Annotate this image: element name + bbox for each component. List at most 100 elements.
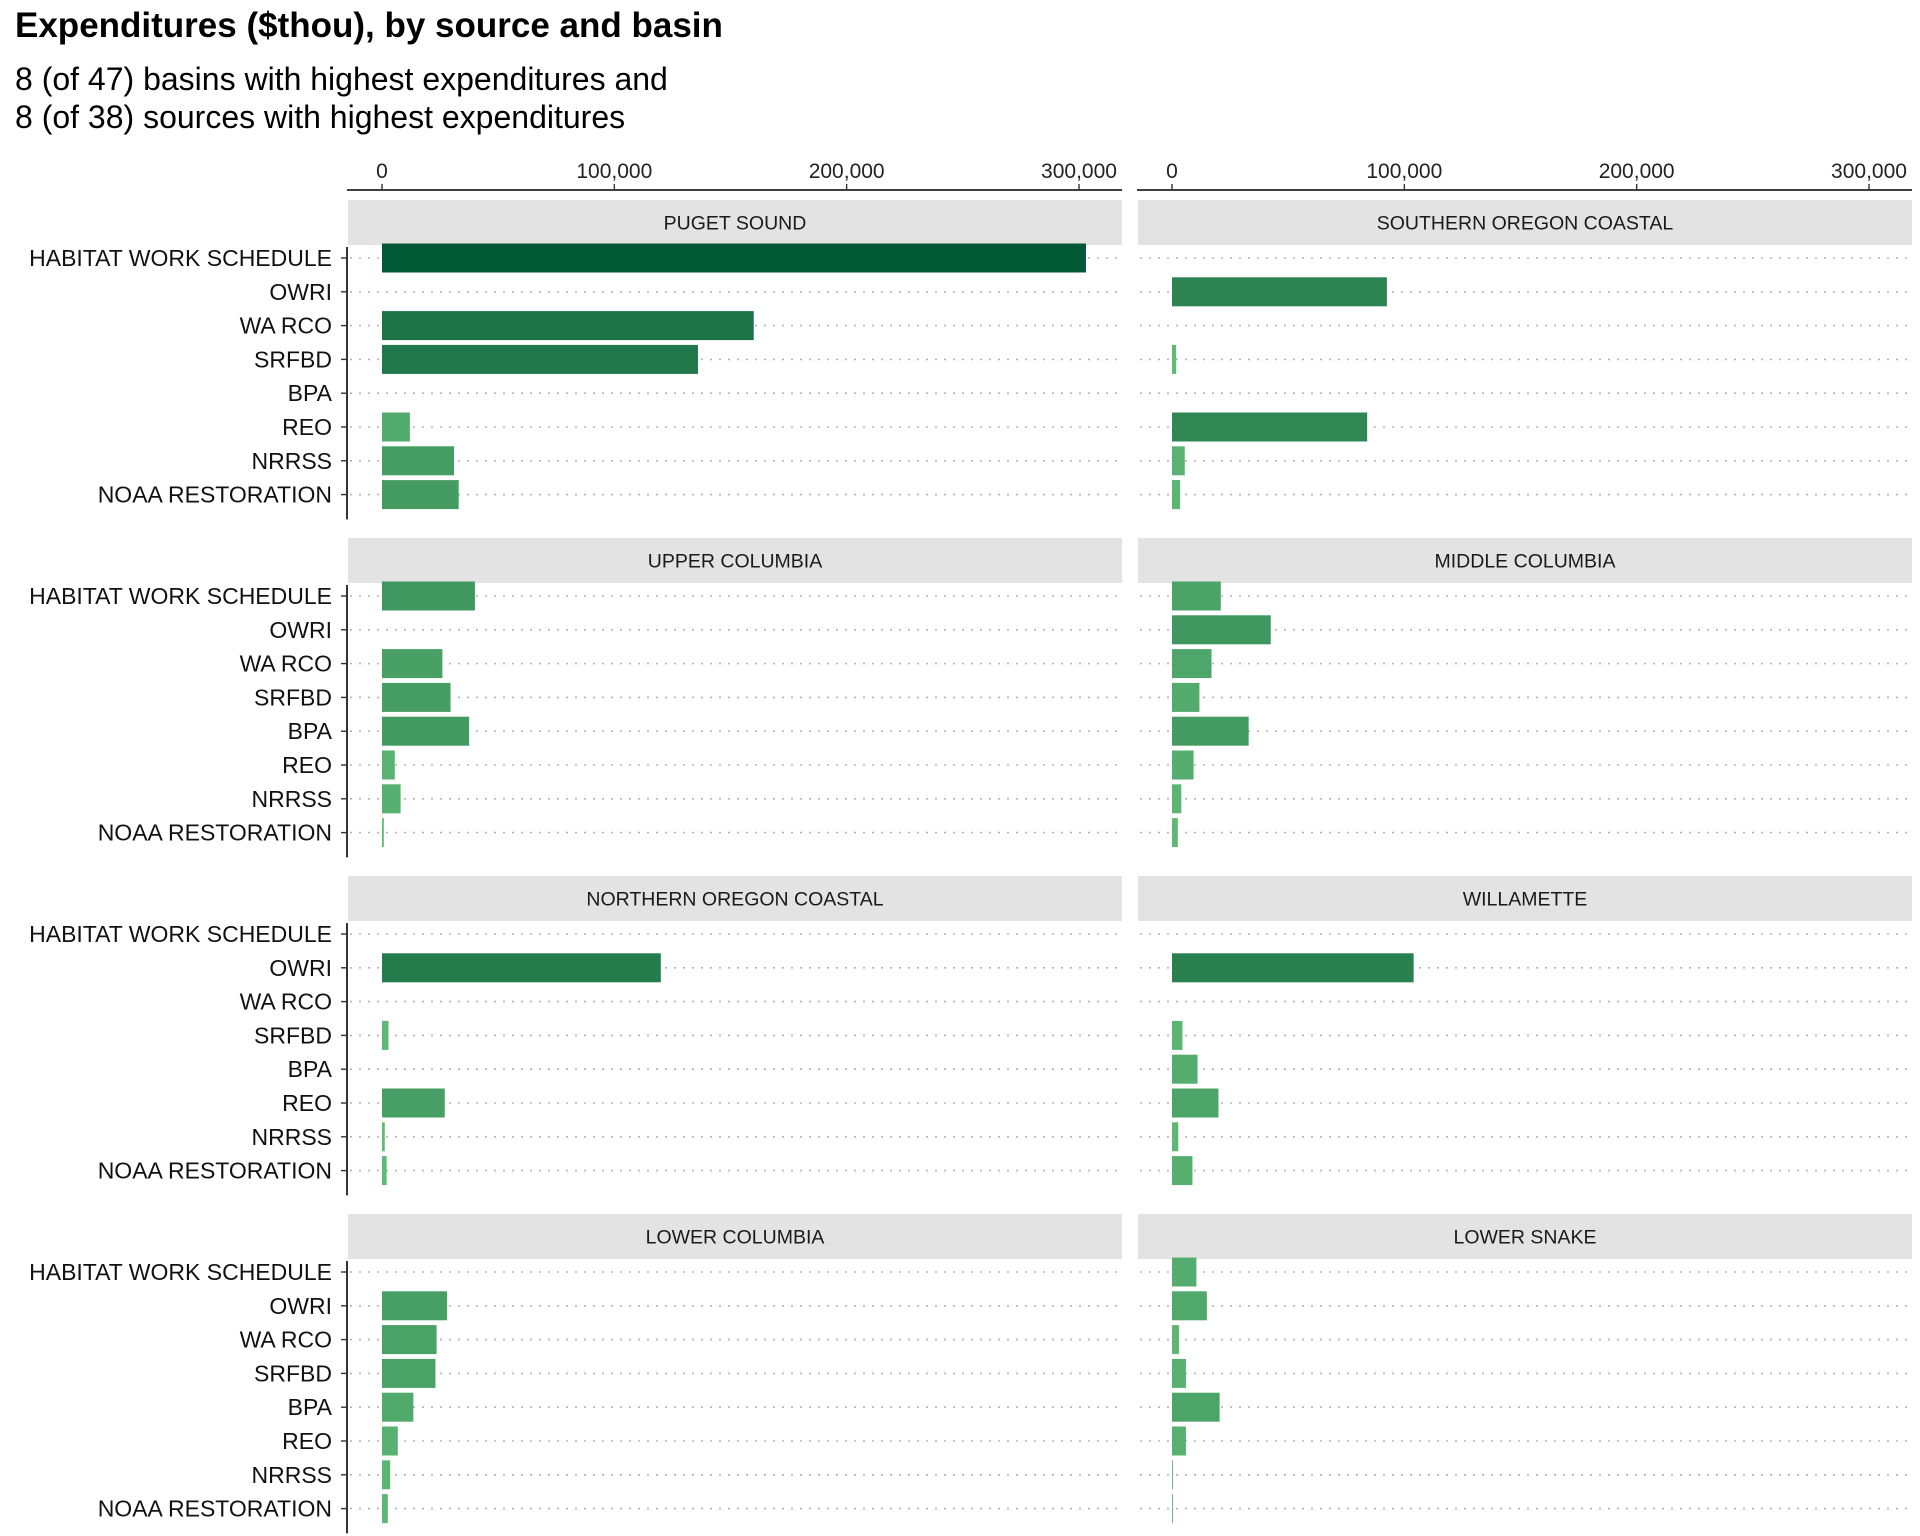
y-tick-label-habitat-work-schedule: HABITAT WORK SCHEDULE xyxy=(29,583,332,609)
panel-title-upper-columbia: UPPER COLUMBIA xyxy=(648,551,822,573)
chart-subtitle-line-1: 8 (of 47) basins with highest expenditur… xyxy=(15,61,668,97)
x-tick-label: 0 xyxy=(1166,160,1178,183)
y-tick-label-owri: OWRI xyxy=(269,617,332,643)
bar-upper-columbia-srfbd xyxy=(382,682,451,712)
chart-subtitle-line-2: 8 (of 38) sources with highest expenditu… xyxy=(15,99,626,135)
bar-lower-columbia-wa-rco xyxy=(382,1325,437,1355)
x-tick-label: 300,000 xyxy=(1831,160,1907,183)
panel-title-northern-oregon-coastal: NORTHERN OREGON COASTAL xyxy=(586,889,883,911)
y-tick-label-bpa: BPA xyxy=(288,1056,333,1082)
bar-lower-columbia-nrrss xyxy=(382,1460,391,1490)
bar-puget-sound-nrrss xyxy=(382,446,455,476)
bar-southern-oregon-coastal-nrrss xyxy=(1172,446,1185,476)
x-tick-label: 100,000 xyxy=(1366,160,1442,183)
panel-strip-lower-snake xyxy=(1138,1214,1912,1259)
y-tick-label-habitat-work-schedule: HABITAT WORK SCHEDULE xyxy=(29,245,332,271)
bar-southern-oregon-coastal-srfbd xyxy=(1172,344,1177,374)
panel-title-puget-sound: PUGET SOUND xyxy=(664,213,807,235)
y-tick-label-noaa-restoration: NOAA RESTORATION xyxy=(98,820,332,846)
bar-willamette-srfbd xyxy=(1172,1020,1183,1050)
y-tick-label-wa-rco: WA RCO xyxy=(240,651,332,677)
bar-upper-columbia-wa-rco xyxy=(382,649,443,679)
y-tick-label-srfbd: SRFBD xyxy=(254,1360,332,1386)
bar-lower-snake-bpa xyxy=(1172,1392,1220,1422)
x-tick-label: 0 xyxy=(376,160,388,183)
bar-lower-snake-owri xyxy=(1172,1291,1207,1321)
y-tick-label-bpa: BPA xyxy=(288,380,333,406)
bar-middle-columbia-habitat-work-schedule xyxy=(1172,581,1221,611)
bar-upper-columbia-bpa xyxy=(382,716,470,746)
bar-lower-snake-reo xyxy=(1172,1426,1186,1456)
bar-northern-oregon-coastal-noaa-restoration xyxy=(382,1156,387,1186)
bar-southern-oregon-coastal-noaa-restoration xyxy=(1172,480,1181,510)
bar-southern-oregon-coastal-owri xyxy=(1172,277,1387,307)
panel-strip-northern-oregon-coastal xyxy=(348,876,1122,921)
bar-willamette-bpa xyxy=(1172,1054,1198,1084)
bar-middle-columbia-owri xyxy=(1172,615,1271,645)
y-tick-label-noaa-restoration: NOAA RESTORATION xyxy=(98,1158,332,1184)
bar-middle-columbia-noaa-restoration xyxy=(1172,818,1178,848)
y-tick-label-srfbd: SRFBD xyxy=(254,684,332,710)
bar-northern-oregon-coastal-owri xyxy=(382,953,661,983)
y-tick-label-habitat-work-schedule: HABITAT WORK SCHEDULE xyxy=(29,921,332,947)
y-tick-label-nrrss: NRRSS xyxy=(251,1124,332,1150)
bar-middle-columbia-srfbd xyxy=(1172,682,1200,712)
y-tick-label-owri: OWRI xyxy=(269,1293,332,1319)
chart-title: Expenditures ($thou), by source and basi… xyxy=(15,6,723,45)
bar-willamette-noaa-restoration xyxy=(1172,1156,1193,1186)
y-tick-label-srfbd: SRFBD xyxy=(254,346,332,372)
bar-northern-oregon-coastal-nrrss xyxy=(382,1122,385,1152)
panel-strip-puget-sound xyxy=(348,200,1122,245)
bar-lower-columbia-owri xyxy=(382,1291,448,1321)
panel-strip-southern-oregon-coastal xyxy=(1138,200,1912,245)
panel-title-willamette: WILLAMETTE xyxy=(1463,889,1588,911)
y-tick-label-owri: OWRI xyxy=(269,955,332,981)
bar-northern-oregon-coastal-srfbd xyxy=(382,1020,389,1050)
bar-middle-columbia-wa-rco xyxy=(1172,649,1212,679)
bar-middle-columbia-nrrss xyxy=(1172,784,1182,814)
panel-strip-middle-columbia xyxy=(1138,538,1912,583)
y-tick-label-bpa: BPA xyxy=(288,1394,333,1420)
panel-strip-upper-columbia xyxy=(348,538,1122,583)
panel-title-southern-oregon-coastal: SOUTHERN OREGON COASTAL xyxy=(1377,213,1674,235)
x-tick-label: 200,000 xyxy=(809,160,885,183)
panel-strip-lower-columbia xyxy=(348,1214,1122,1259)
bar-willamette-owri xyxy=(1172,953,1414,983)
bar-upper-columbia-nrrss xyxy=(382,784,401,814)
bar-lower-columbia-bpa xyxy=(382,1392,414,1422)
bar-upper-columbia-habitat-work-schedule xyxy=(382,581,475,611)
bar-puget-sound-reo xyxy=(382,412,410,442)
bar-lower-columbia-srfbd xyxy=(382,1358,436,1388)
bar-willamette-nrrss xyxy=(1172,1122,1179,1152)
bar-willamette-reo xyxy=(1172,1088,1219,1118)
x-tick-label: 200,000 xyxy=(1599,160,1675,183)
x-tick-label: 300,000 xyxy=(1041,160,1117,183)
bar-puget-sound-wa-rco xyxy=(382,311,754,341)
bar-lower-snake-srfbd xyxy=(1172,1358,1186,1388)
bar-middle-columbia-bpa xyxy=(1172,716,1249,746)
y-tick-label-reo: REO xyxy=(282,1428,332,1454)
bar-middle-columbia-reo xyxy=(1172,750,1194,780)
bar-lower-columbia-noaa-restoration xyxy=(382,1494,388,1524)
y-tick-label-wa-rco: WA RCO xyxy=(240,313,332,339)
panel-title-middle-columbia: MIDDLE COLUMBIA xyxy=(1435,551,1616,573)
panel-title-lower-snake: LOWER SNAKE xyxy=(1453,1227,1596,1249)
bar-puget-sound-srfbd xyxy=(382,344,698,374)
bar-lower-snake-nrrss xyxy=(1172,1460,1173,1490)
bar-upper-columbia-noaa-restoration xyxy=(382,818,384,848)
bar-lower-snake-noaa-restoration xyxy=(1172,1494,1173,1524)
y-tick-label-nrrss: NRRSS xyxy=(251,448,332,474)
bar-northern-oregon-coastal-reo xyxy=(382,1088,445,1118)
y-tick-label-srfbd: SRFBD xyxy=(254,1022,332,1048)
y-tick-label-noaa-restoration: NOAA RESTORATION xyxy=(98,482,332,508)
y-tick-label-nrrss: NRRSS xyxy=(251,786,332,812)
y-tick-label-reo: REO xyxy=(282,752,332,778)
y-tick-label-reo: REO xyxy=(282,414,332,440)
bar-lower-snake-habitat-work-schedule xyxy=(1172,1257,1197,1287)
bar-lower-columbia-reo xyxy=(382,1426,398,1456)
panel-strip-willamette xyxy=(1138,876,1912,921)
y-tick-label-noaa-restoration: NOAA RESTORATION xyxy=(98,1496,332,1522)
bar-upper-columbia-reo xyxy=(382,750,395,780)
bar-lower-snake-wa-rco xyxy=(1172,1325,1179,1355)
